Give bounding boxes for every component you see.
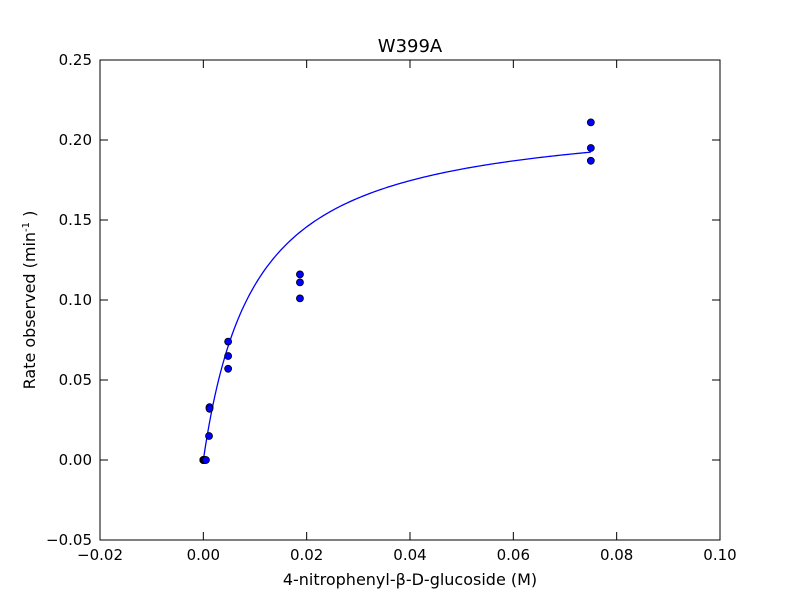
data-point (224, 364, 233, 373)
y-axis-label-sup: -1 (21, 222, 32, 232)
data-point (586, 118, 595, 127)
y-axis-label-main: Rate observed (min (20, 232, 39, 389)
data-point (205, 432, 213, 440)
y-tick-label: 0.00 (59, 451, 92, 469)
x-tick-label: 0.00 (187, 546, 220, 564)
y-tick-label: 0.05 (59, 371, 92, 389)
x-tick-label: −0.02 (77, 546, 123, 564)
data-point (205, 404, 214, 413)
data-point (202, 456, 210, 464)
data-point (296, 278, 304, 287)
y-tick-label: 0.10 (59, 291, 92, 309)
x-tick-label: 0.04 (393, 546, 426, 564)
data-points (199, 118, 595, 464)
data-point (586, 144, 595, 152)
y-tick-label: 0.25 (59, 51, 92, 69)
data-point (296, 270, 304, 279)
y-axis-label: Rate observed (min-1 ) (20, 211, 39, 390)
y-tick-label: −0.05 (46, 531, 92, 549)
data-point (586, 156, 595, 165)
x-tick-label: 0.02 (290, 546, 323, 564)
y-tick-label: 0.20 (59, 131, 92, 149)
x-tick-label: 0.06 (497, 546, 530, 564)
y-tick-label: 0.15 (59, 211, 92, 229)
y-axis: −0.05 0.00 0.05 0.10 0.15 0.20 0.25 (46, 51, 720, 549)
data-point (224, 337, 233, 346)
x-tick-label: 0.08 (600, 546, 633, 564)
plot-area (100, 60, 720, 540)
x-tick-label: 0.10 (703, 546, 736, 564)
y-axis-label-end: ) (20, 211, 39, 222)
fit-curve (202, 151, 591, 461)
x-axis: −0.02 0.00 0.02 0.04 0.06 0.08 0.10 (77, 60, 737, 564)
data-point (224, 352, 233, 360)
x-axis-label: 4-nitrophenyl-β-D-glucoside (M) (283, 570, 537, 589)
chart-title: W399A (378, 36, 443, 57)
plot-frame (99, 59, 721, 541)
data-point (296, 294, 304, 303)
